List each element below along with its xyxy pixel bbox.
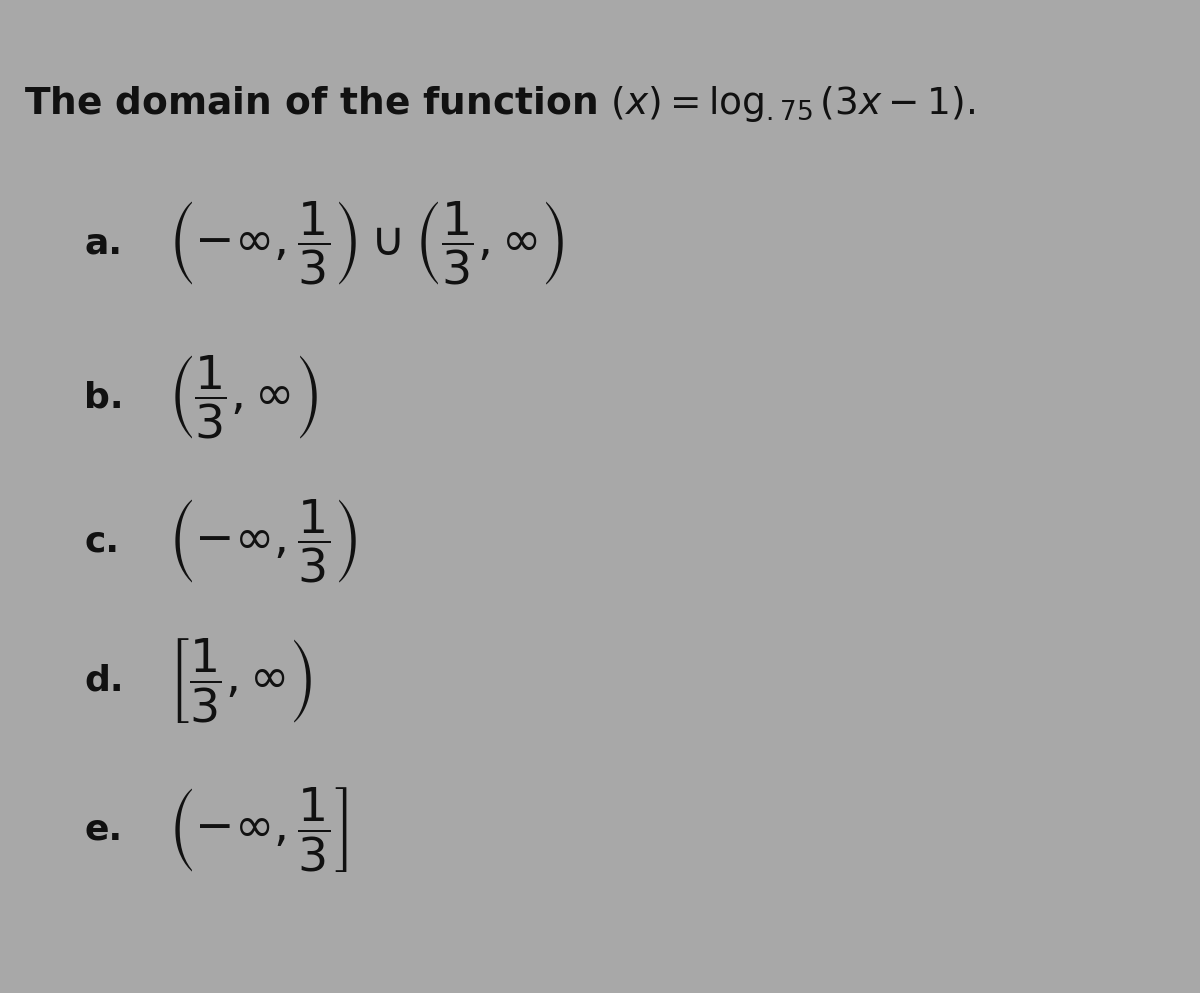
Text: $\left(-\infty,\dfrac{1}{3}\right)\cup\left(\dfrac{1}{3},\infty\right)$: $\left(-\infty,\dfrac{1}{3}\right)\cup\l…	[168, 200, 565, 287]
Text: a.: a.	[84, 226, 122, 260]
Text: $\left(-\infty,\dfrac{1}{3}\right]$: $\left(-\infty,\dfrac{1}{3}\right]$	[168, 784, 348, 874]
Text: $\left(\dfrac{1}{3},\infty\right)$: $\left(\dfrac{1}{3},\infty\right)$	[168, 354, 318, 441]
Text: d.: d.	[84, 663, 124, 697]
Text: b.: b.	[84, 380, 124, 414]
Text: $\left[\dfrac{1}{3},\infty\right)$: $\left[\dfrac{1}{3},\infty\right)$	[168, 636, 312, 725]
Text: e.: e.	[84, 812, 122, 846]
Text: The domain of the function $(x) = \log_{.75}(3x-1).$: The domain of the function $(x) = \log_{…	[24, 84, 974, 124]
Text: c.: c.	[84, 524, 119, 558]
Text: $\left(-\infty,\dfrac{1}{3}\right)$: $\left(-\infty,\dfrac{1}{3}\right)$	[168, 497, 358, 585]
